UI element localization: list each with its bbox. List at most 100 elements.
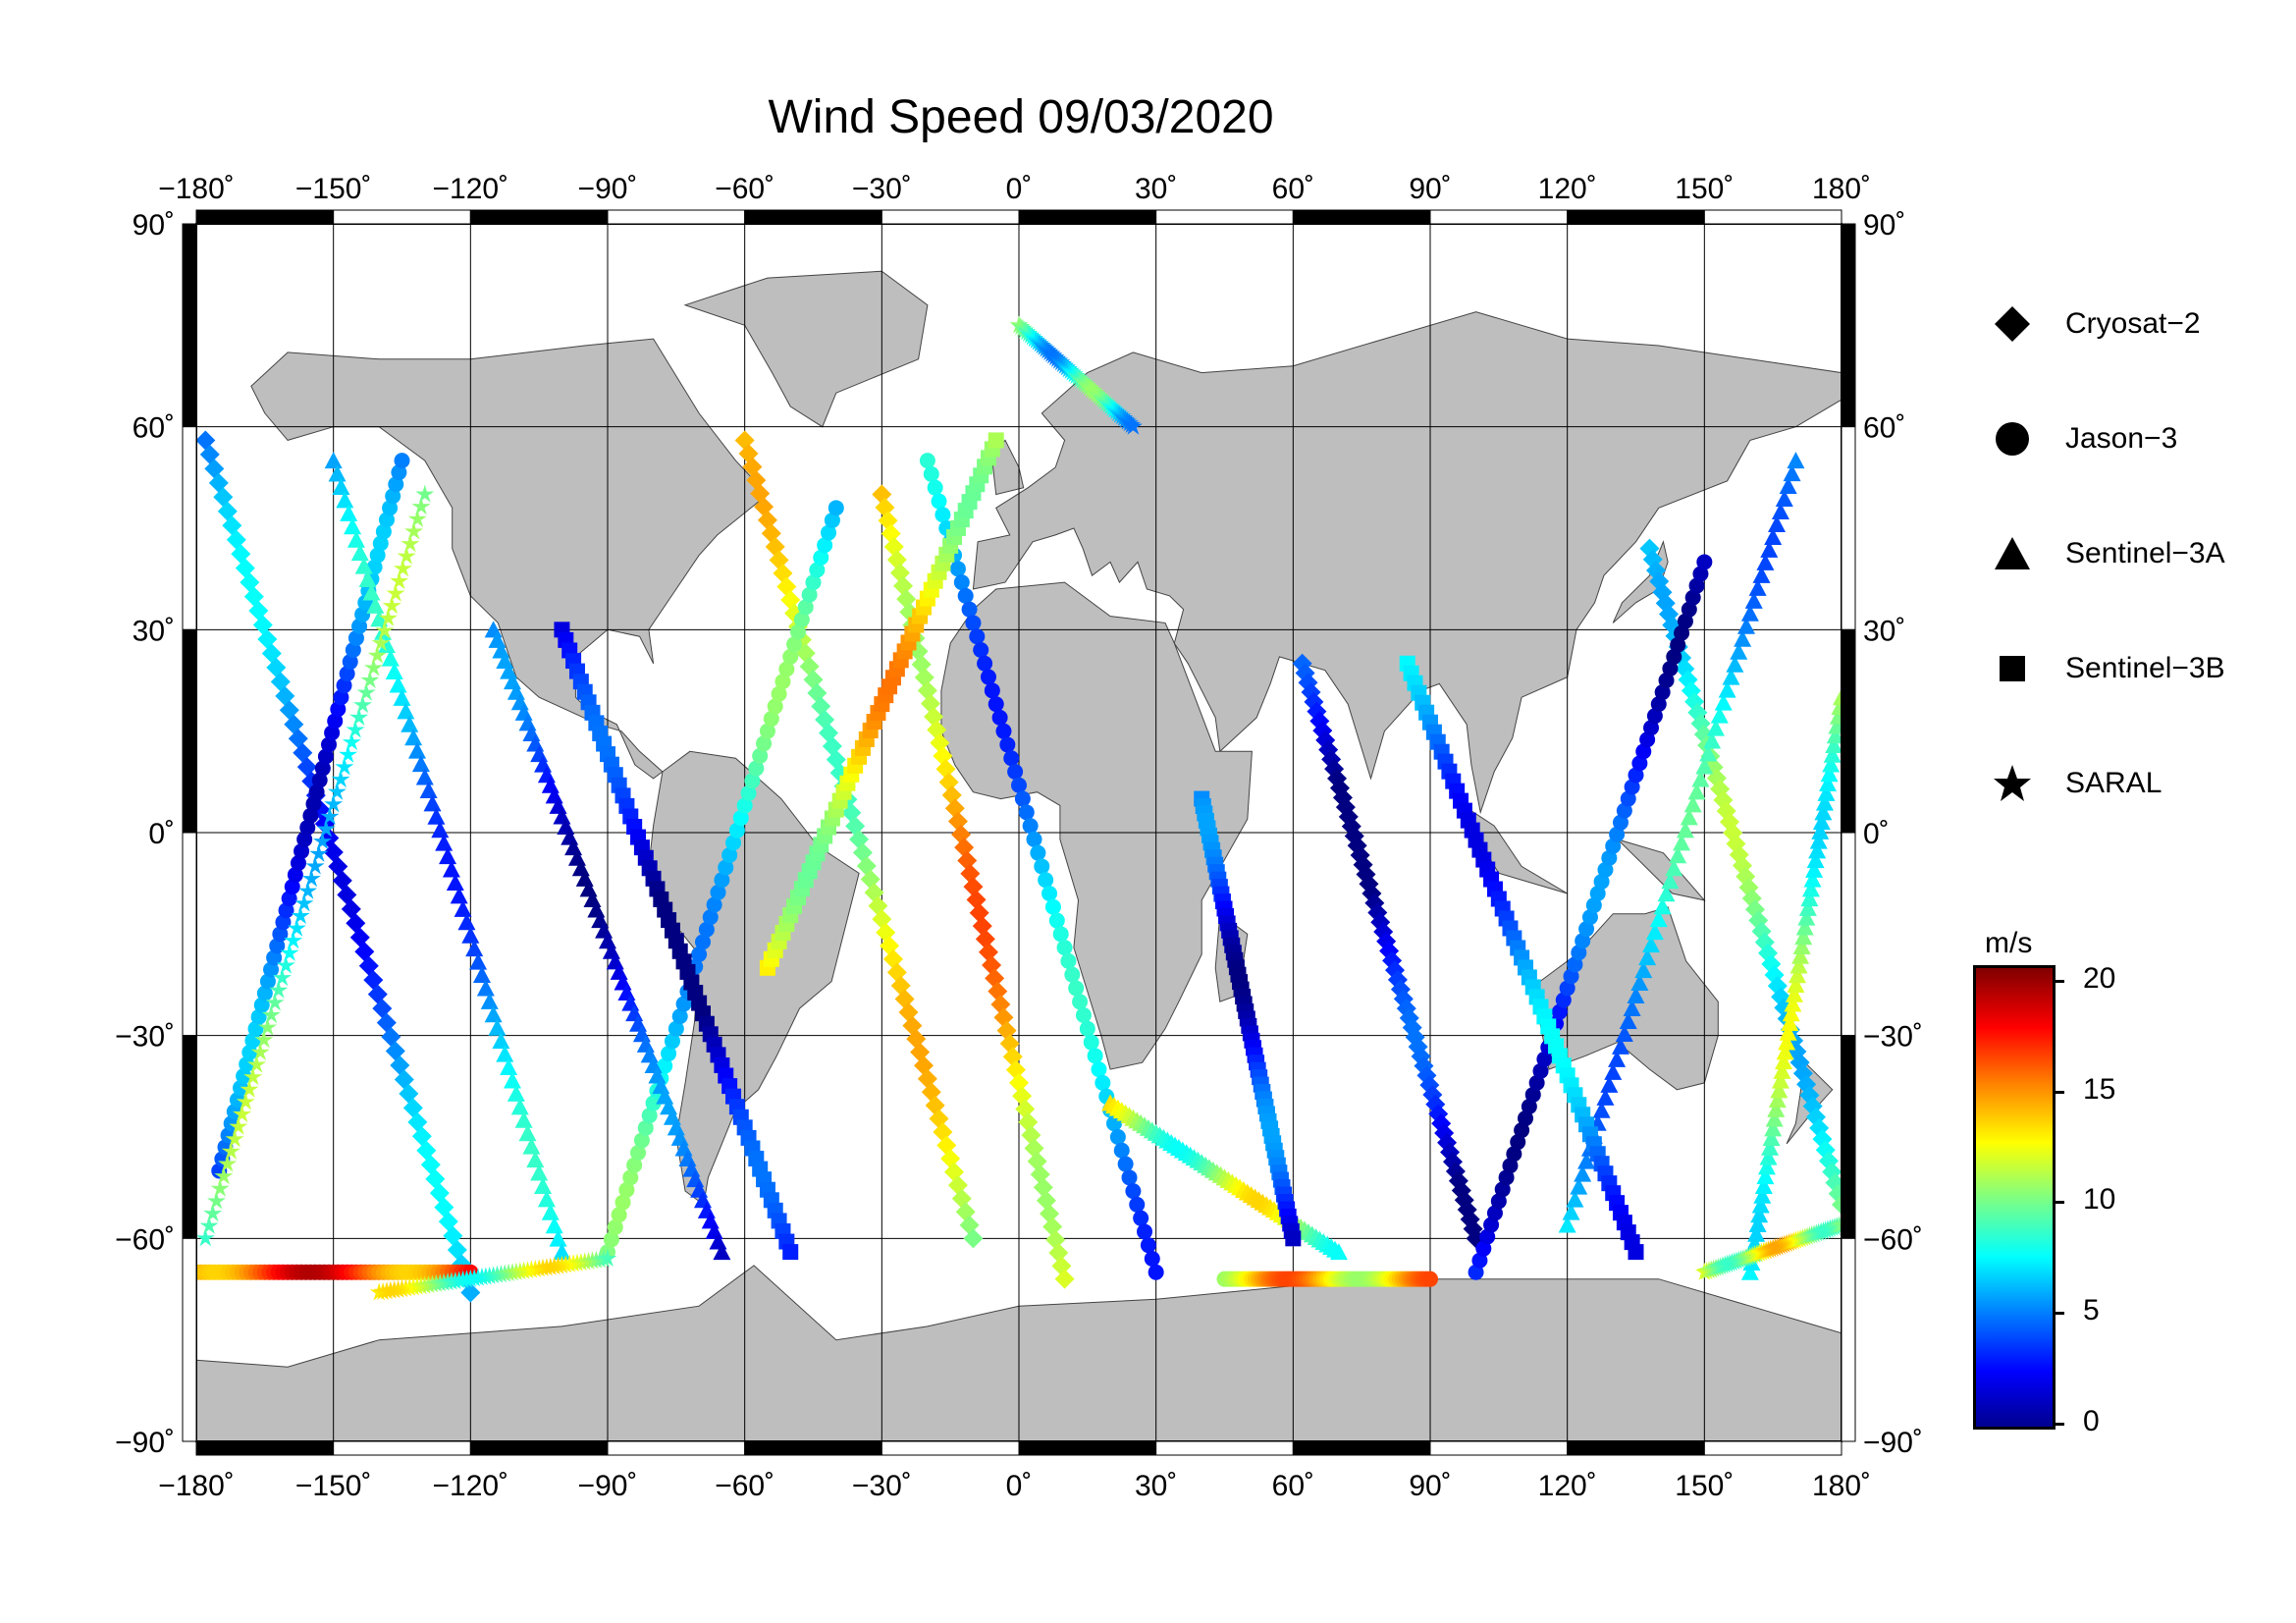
circle-marker	[339, 666, 355, 682]
circle-marker	[801, 586, 818, 603]
new-guinea-land	[1617, 839, 1706, 901]
frame-bar-bottom	[744, 1440, 882, 1456]
circle-marker	[1631, 755, 1648, 772]
y-tick-label: −60˚	[115, 1223, 175, 1256]
triangle-marker	[1788, 966, 1806, 984]
diamond-marker	[1030, 1164, 1050, 1185]
circle-marker	[824, 512, 840, 528]
triangle-marker	[1805, 860, 1824, 878]
circle-marker	[1068, 980, 1085, 997]
triangle-marker	[530, 1163, 549, 1181]
triangle-marker	[1773, 1061, 1791, 1079]
legend-item-jason: Jason−3	[1993, 414, 2177, 463]
circle-marker	[1079, 1020, 1095, 1037]
triangle-marker	[404, 729, 423, 746]
circle-marker	[372, 535, 389, 552]
circle-marker	[809, 562, 826, 578]
star-marker	[375, 621, 395, 639]
map-frame	[182, 209, 1856, 1456]
triangle-marker	[415, 768, 434, 785]
circle-marker	[732, 810, 749, 827]
circle-marker	[317, 748, 334, 765]
triangle-marker	[1759, 1148, 1778, 1165]
frame-bar-right	[1841, 628, 1856, 834]
circle-marker	[1643, 720, 1660, 736]
triangle-marker	[1808, 841, 1827, 859]
circle-marker	[1681, 601, 1697, 618]
star-marker	[233, 1105, 252, 1123]
triangle-marker	[1706, 719, 1725, 736]
star-marker	[236, 1092, 255, 1110]
circle-marker	[1646, 708, 1663, 725]
diamond-marker	[1002, 1047, 1023, 1067]
star-marker	[382, 596, 401, 615]
diamond-marker	[1005, 1059, 1026, 1080]
circle-marker	[1650, 696, 1667, 713]
axis-ticks: −180˚ −180˚ −150˚ −150˚ −120˚ −120˚ −90˚ −90˚ −6…	[115, 173, 1923, 1502]
triangle-marker	[1798, 898, 1817, 916]
circle-marker	[1030, 844, 1046, 861]
x-tick-label: −90˚	[578, 173, 638, 205]
x-tick-label: 180˚	[1812, 1470, 1871, 1502]
circle-marker	[706, 896, 722, 913]
diamond-marker	[957, 850, 978, 871]
triangle-marker	[1730, 642, 1748, 660]
circle-marker	[718, 859, 734, 876]
circle-marker	[263, 961, 280, 978]
circle-marker	[828, 500, 844, 516]
circle-marker	[1011, 777, 1027, 793]
circle-marker	[1593, 873, 1610, 890]
circle-marker	[1475, 1240, 1492, 1257]
star-marker	[397, 546, 416, 565]
circle-marker	[1567, 956, 1583, 973]
star-marker	[356, 682, 376, 701]
triangle-marker	[370, 610, 389, 627]
frame-bar-top	[1567, 209, 1705, 225]
star-marker	[1123, 416, 1143, 435]
triangle-marker	[1574, 1164, 1592, 1182]
triangle-marker	[1787, 976, 1805, 993]
triangle-marker	[1764, 1119, 1783, 1137]
circle-marker	[813, 549, 829, 566]
circle-marker	[641, 1108, 658, 1124]
circle-marker	[1696, 554, 1713, 570]
circle-marker	[1578, 921, 1595, 938]
x-tick-label: 90˚	[1409, 1470, 1451, 1502]
triangle-marker	[1649, 910, 1668, 928]
triangle-marker	[1823, 745, 1842, 763]
triangle-marker	[1623, 999, 1641, 1016]
circle-marker	[324, 725, 341, 741]
circle-marker	[347, 629, 364, 646]
circle-marker	[927, 479, 943, 496]
circle-marker	[607, 1218, 623, 1235]
star-marker	[221, 1141, 240, 1160]
triangle-marker	[1748, 578, 1767, 596]
circle-marker	[1654, 684, 1671, 701]
triangle-marker	[1630, 974, 1649, 992]
circle-marker	[1133, 1210, 1149, 1226]
triangle-marker	[1683, 795, 1702, 813]
star-marker	[280, 943, 299, 961]
triangle-marker	[1752, 566, 1771, 583]
diamond-marker	[1021, 1125, 1041, 1146]
frame-bar-bottom	[1703, 1440, 1842, 1456]
triangle-marker	[435, 834, 454, 851]
circle-marker	[1498, 1169, 1515, 1186]
triangle-marker	[1771, 503, 1789, 520]
circle-marker	[1559, 980, 1575, 997]
circle-marker	[1072, 994, 1089, 1010]
triangle-marker	[1653, 897, 1672, 915]
circle-marker	[233, 1080, 249, 1097]
triangle-marker	[522, 1137, 541, 1155]
triangle-marker	[1775, 1053, 1793, 1070]
diamond-marker	[920, 693, 940, 714]
star-marker	[214, 1166, 234, 1185]
frame-bar-left	[182, 1035, 197, 1239]
circle-marker	[259, 973, 276, 990]
star-marker	[404, 521, 424, 540]
diamond-marker	[1027, 1151, 1047, 1171]
legend-item-saral: SARAL	[1993, 759, 2162, 808]
star-marker	[309, 843, 329, 862]
circle-marker	[973, 642, 989, 658]
circle-marker	[1551, 1003, 1568, 1020]
